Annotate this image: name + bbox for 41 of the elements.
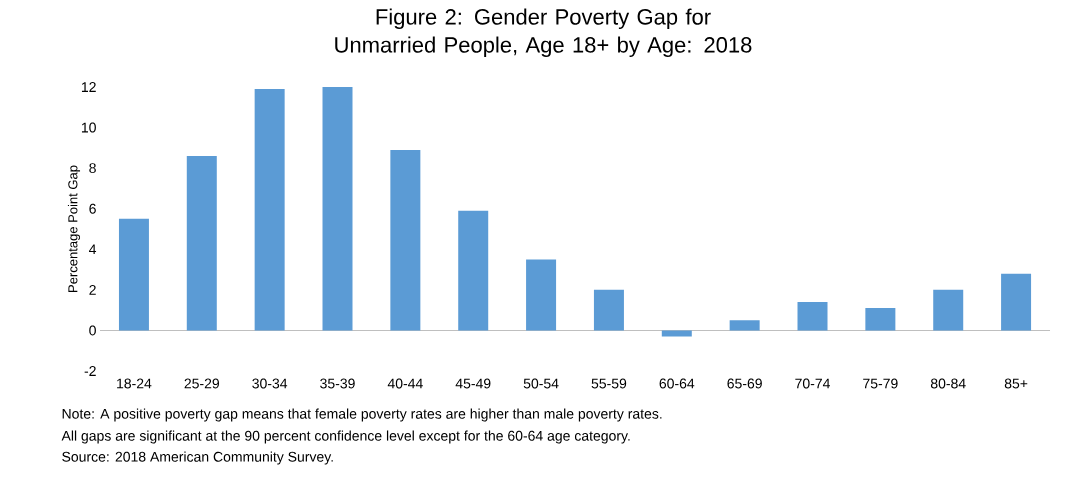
x-tick-label: 50-54 xyxy=(523,378,559,389)
x-tick-label: 40-44 xyxy=(387,378,423,389)
bar xyxy=(118,218,149,331)
bar xyxy=(661,330,692,337)
y-axis-title: Percentage Point Gap xyxy=(67,165,81,292)
bar xyxy=(390,149,421,331)
x-tick-label: 85+ xyxy=(1004,378,1028,389)
source-note: Source: 2018 American Community Survey. xyxy=(62,451,333,465)
y-tick-label: 8 xyxy=(89,163,96,174)
text: Note: A positive poverty gap means that female poverty rates are higher than male poverty rates. xyxy=(62,408,662,422)
y-tick-label: 10 xyxy=(81,122,96,133)
y-tick-label: 6 xyxy=(89,203,96,214)
bar xyxy=(933,289,964,331)
chart-title: Figure 2: Gender Poverty Gap for Unmarried People, Age 18+ by Age: 2018 xyxy=(335,8,752,58)
x-tick-label: 25-29 xyxy=(184,378,220,389)
y-tick-label: -2 xyxy=(84,366,96,376)
bar xyxy=(322,87,353,331)
bar xyxy=(865,308,896,331)
text: All gaps are significant at the 90 percent confidence level except for the 60-64 age category. xyxy=(61,430,630,444)
y-tick-label: 4 xyxy=(89,244,97,255)
x-tick-label: 30-34 xyxy=(252,378,288,389)
x-tick-label: 65-69 xyxy=(727,378,762,389)
x-tick-label: 18-24 xyxy=(117,378,152,389)
bar xyxy=(1001,273,1032,331)
x-tick-label: 60-64 xyxy=(659,378,695,389)
bar xyxy=(593,289,624,331)
x-tick-label: 80-84 xyxy=(930,378,966,389)
x-tick-label: 55-59 xyxy=(591,378,627,389)
x-tick-label: 35-39 xyxy=(320,378,355,389)
y-tick-label: 12 xyxy=(81,82,96,92)
bar xyxy=(797,302,828,331)
bar xyxy=(458,210,489,331)
bar xyxy=(729,320,760,331)
x-tick-label: 45-49 xyxy=(455,378,491,389)
x-tick-label: 75-79 xyxy=(863,378,898,389)
x-tick-label: 70-74 xyxy=(795,378,830,389)
bar xyxy=(186,155,217,331)
bar xyxy=(254,89,285,331)
bar xyxy=(526,259,557,331)
y-tick-label: 0 xyxy=(89,325,96,336)
y-tick-label: 2 xyxy=(89,284,96,295)
